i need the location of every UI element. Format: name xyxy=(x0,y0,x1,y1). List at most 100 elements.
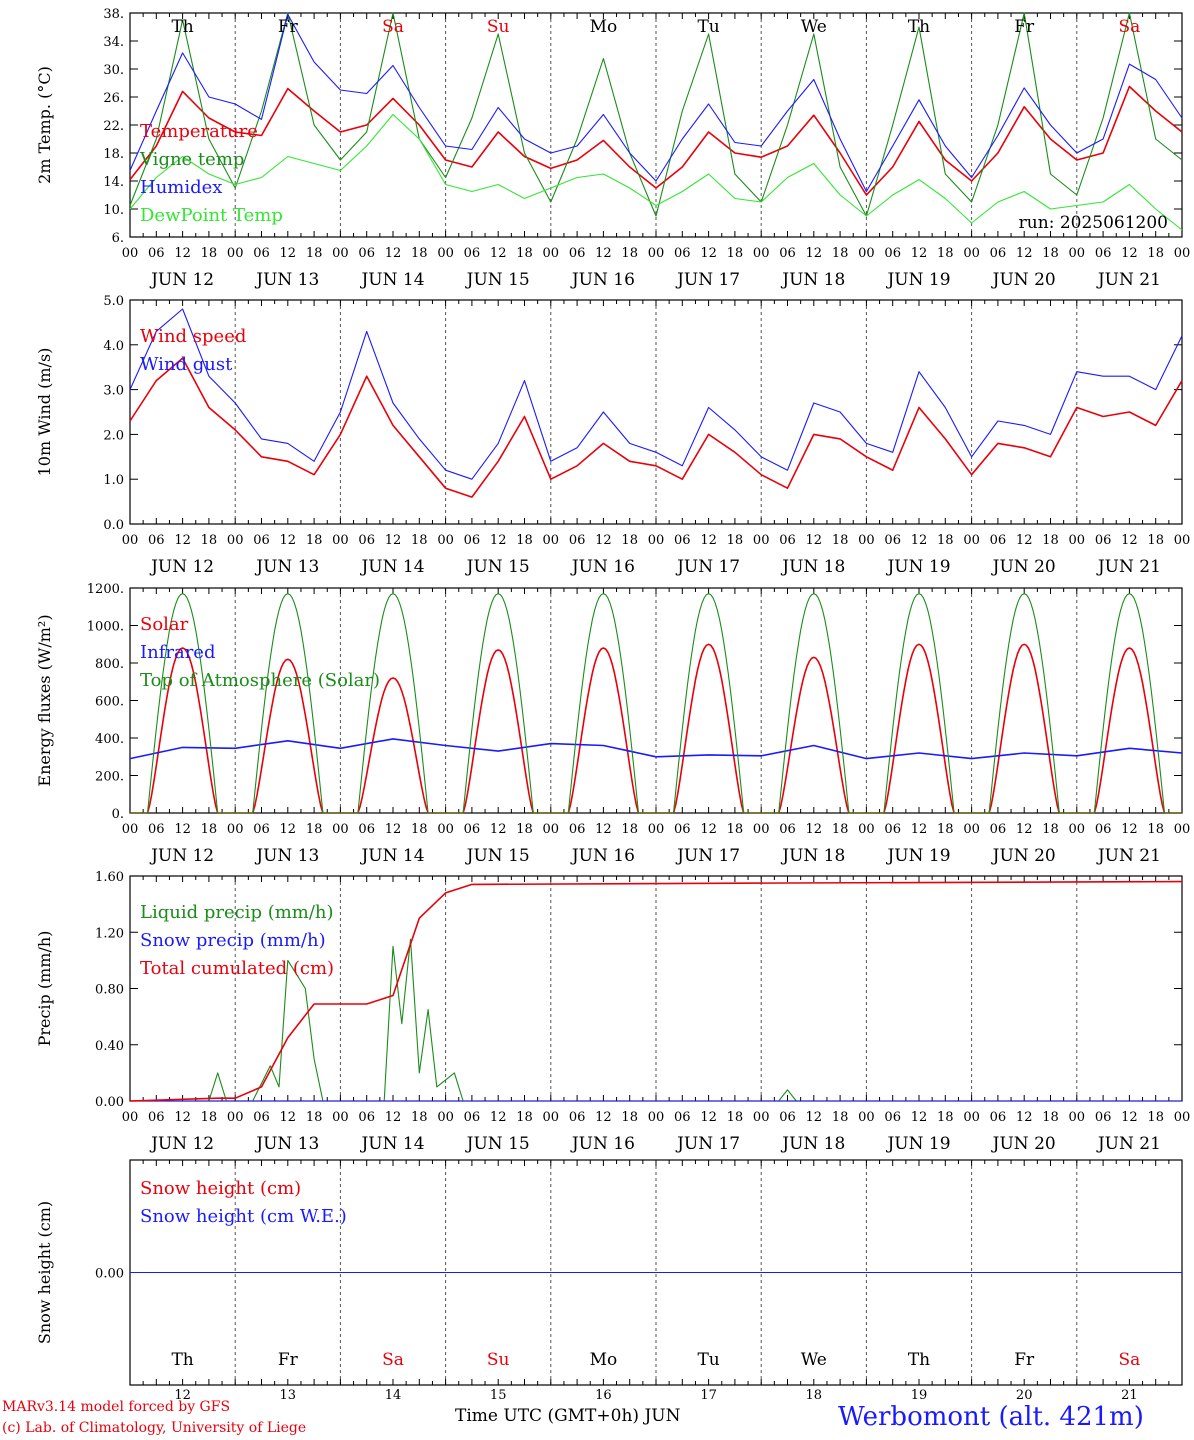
y-tick-label: 0.80 xyxy=(95,983,124,998)
x-hour-label: 12 xyxy=(490,822,507,837)
x-hour-label: 00 xyxy=(648,533,665,548)
x-hour-label: 00 xyxy=(437,246,454,261)
x-hour-label: 06 xyxy=(884,1110,901,1125)
day-label-top: Fr xyxy=(278,17,299,37)
legend-entry: Temperature xyxy=(140,121,258,142)
y-tick-label: 0.40 xyxy=(95,1039,124,1054)
y-tick-label: 2.0 xyxy=(103,428,124,443)
x-date-label: JUN 19 xyxy=(885,1134,950,1154)
x-hour-label: 06 xyxy=(569,533,586,548)
x-hour-label: 00 xyxy=(437,533,454,548)
series-line-infrared xyxy=(129,738,1183,760)
x-hour-label: 00 xyxy=(543,246,560,261)
x-hour-label: 12 xyxy=(595,822,612,837)
day-label-top: Sa xyxy=(382,17,404,37)
series-line-dewpoint-temp xyxy=(129,113,1183,231)
x-hour-label: 06 xyxy=(464,533,481,548)
x-hour-label: 12 xyxy=(911,1110,928,1125)
x-date-label: JUN 15 xyxy=(465,1134,530,1154)
x-hour-label: 12 xyxy=(595,246,612,261)
station-title: Werbomont (alt. 421m) xyxy=(838,1402,1144,1432)
x-hour-label: 06 xyxy=(990,1110,1007,1125)
x-date-label: JUN 12 xyxy=(149,270,214,290)
x-hour-label: 18 xyxy=(411,1110,428,1125)
day-label-bottom: Sa xyxy=(382,1350,404,1370)
day-label-bottom: Mo xyxy=(590,1350,618,1370)
x-hour-label: 18 xyxy=(937,533,954,548)
x-hour-label: 12 xyxy=(280,822,297,837)
x-hour-label: 12 xyxy=(280,1110,297,1125)
x-hour-label: 00 xyxy=(122,822,139,837)
x-hour-label: 06 xyxy=(358,246,375,261)
x-hour-label: 18 xyxy=(937,246,954,261)
x-date-label: JUN 15 xyxy=(465,557,530,577)
x-hour-label: 00 xyxy=(1069,533,1086,548)
x-hour-label: 18 xyxy=(832,533,849,548)
legend-entry: Top of Atmosphere (Solar) xyxy=(140,670,380,691)
x-hour-label: 18 xyxy=(1147,246,1164,261)
x-hour-label: 00 xyxy=(963,246,980,261)
x-hour-label: 06 xyxy=(148,533,165,548)
x-hour-label: 12 xyxy=(595,533,612,548)
y-tick-label: 1.0 xyxy=(103,473,124,488)
x-date-label: JUN 16 xyxy=(570,557,635,577)
x-hour-label: 06 xyxy=(1095,822,1112,837)
x-hour-label: 06 xyxy=(358,822,375,837)
x-hour-label: 00 xyxy=(1174,246,1191,261)
day-label-bottom: Sa xyxy=(1119,1350,1141,1370)
legend-entry: Infrared xyxy=(140,642,215,663)
x-hour-label: 00 xyxy=(122,246,139,261)
panel-frame-0 xyxy=(129,12,1183,238)
x-hour-label: 18 xyxy=(1042,533,1059,548)
x-date-label: JUN 21 xyxy=(1096,1134,1161,1154)
y-tick-label: 10. xyxy=(103,203,124,218)
x-hour-label: 06 xyxy=(884,246,901,261)
x-hour-label: 18 xyxy=(727,1110,744,1125)
x-hour-label: 12 xyxy=(700,533,717,548)
x-hour-label: 00 xyxy=(332,1110,349,1125)
x-hour-label: 00 xyxy=(332,246,349,261)
day-number-label: 19 xyxy=(911,1388,928,1403)
x-hour-label: 06 xyxy=(358,533,375,548)
x-hour-label: 00 xyxy=(543,533,560,548)
y-tick-label: 0.00 xyxy=(95,1095,124,1110)
x-hour-label: 06 xyxy=(674,1110,691,1125)
x-date-label: JUN 16 xyxy=(570,846,635,866)
day-number-label: 17 xyxy=(700,1388,717,1403)
x-date-label: JUN 20 xyxy=(991,270,1056,290)
x-hour-label: 06 xyxy=(779,533,796,548)
x-hour-label: 06 xyxy=(1095,246,1112,261)
x-hour-label: 12 xyxy=(700,246,717,261)
x-hour-label: 12 xyxy=(385,822,402,837)
x-hour-label: 06 xyxy=(464,822,481,837)
x-hour-label: 12 xyxy=(490,533,507,548)
series-line-temperature xyxy=(129,85,1183,196)
x-hour-label: 18 xyxy=(306,822,323,837)
y-axis-label: Precip (mm/h) xyxy=(35,931,54,1047)
x-hour-label: 18 xyxy=(832,246,849,261)
x-hour-label: 06 xyxy=(1095,533,1112,548)
y-tick-label: 22. xyxy=(103,119,124,134)
x-hour-label: 12 xyxy=(385,1110,402,1125)
x-hour-label: 12 xyxy=(174,1110,191,1125)
legend-entry: DewPoint Temp xyxy=(140,205,283,226)
x-hour-label: 12 xyxy=(490,1110,507,1125)
x-date-label: JUN 21 xyxy=(1096,557,1161,577)
y-axis-label: Energy fluxes (W/m²) xyxy=(35,614,54,786)
x-date-label: JUN 17 xyxy=(675,270,740,290)
y-tick-label: 3.0 xyxy=(103,384,124,399)
x-hour-label: 18 xyxy=(1147,533,1164,548)
x-hour-label: 12 xyxy=(911,246,928,261)
y-tick-label: 200. xyxy=(95,770,124,785)
x-hour-label: 18 xyxy=(621,246,638,261)
x-date-label: JUN 15 xyxy=(465,270,530,290)
legend-entry: Vigne temp xyxy=(139,149,244,170)
x-hour-label: 12 xyxy=(1016,246,1033,261)
x-hour-label: 12 xyxy=(806,1110,823,1125)
y-tick-label: 18. xyxy=(103,147,124,162)
x-hour-label: 12 xyxy=(911,822,928,837)
x-hour-label: 06 xyxy=(779,822,796,837)
day-label-top: Tu xyxy=(697,17,719,37)
day-label-bottom: Th xyxy=(171,1350,193,1370)
day-number-label: 15 xyxy=(490,1388,507,1403)
